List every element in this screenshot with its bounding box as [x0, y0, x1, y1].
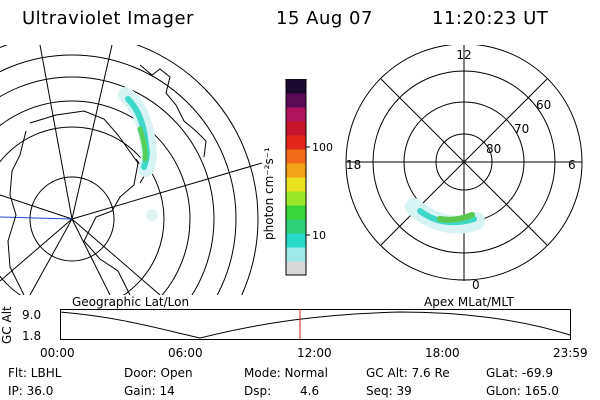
- colorbar-frame: [285, 79, 307, 276]
- polar-mlat-mlt-panel: 12 0 18 6 60 70 80: [345, 45, 583, 292]
- colorbar-tick-label: 100: [312, 141, 333, 154]
- geographic-map-panel: [0, 45, 262, 295]
- colorbar-segment: [286, 219, 306, 234]
- filter-info: Flt: LBHL: [8, 366, 62, 380]
- geographic-panel-label: Geographic Lat/Lon: [72, 295, 190, 309]
- colorbar-segment: [286, 135, 306, 150]
- colorbar-segment: [286, 107, 306, 122]
- glon-info: GLon: 165.0: [486, 384, 559, 398]
- colorbar-segment: [286, 149, 306, 164]
- time-tick-1200: 12:00: [297, 346, 332, 360]
- seq-info: Seq: 39: [366, 384, 412, 398]
- colorbar-tick-label: 10: [312, 229, 326, 242]
- time-label: 11:20:23 UT: [432, 8, 549, 29]
- colorbar-segment: [286, 233, 306, 248]
- lat-label-60: 60: [536, 98, 551, 112]
- colorbar-segment: [286, 247, 306, 262]
- date-label: 15 Aug 07: [276, 8, 373, 29]
- mlt-label-12: 12: [456, 48, 471, 62]
- altitude-tick-high: 9.0: [22, 308, 42, 322]
- colorbar-segment: [286, 121, 306, 136]
- gc-alt-info: GC Alt: 7.6 Re: [366, 366, 450, 380]
- glat-info: GLat: -69.9: [486, 366, 553, 380]
- altitude-tick-low: 1.8: [22, 329, 42, 343]
- altitude-plot: [60, 309, 571, 340]
- colorbar-segment: [286, 163, 306, 178]
- mode-info: Mode: Normal: [244, 366, 328, 380]
- time-tick-2359: 23:59: [553, 346, 588, 360]
- ip-info: IP: 36.0: [8, 384, 54, 398]
- mlt-label-0: 0: [472, 278, 480, 292]
- instrument-title: Ultraviolet Imager: [22, 8, 194, 29]
- colorbar-segment: [286, 205, 306, 220]
- mlt-label-6: 6: [568, 158, 576, 172]
- colorbar-segment: [286, 93, 306, 108]
- lat-label-70: 70: [514, 122, 529, 136]
- aurora-emission-geo: [118, 87, 158, 221]
- aurora-emission-polar: [405, 198, 485, 234]
- dsp-value: 4.6: [300, 384, 320, 398]
- colorbar: 100 10: [285, 79, 333, 276]
- time-tick-1800: 18:00: [425, 346, 460, 360]
- mlt-label-18: 18: [346, 158, 361, 172]
- colorbar-segment: [286, 177, 306, 192]
- lat-label-80: 80: [486, 142, 501, 156]
- polar-panel-label: Apex MLat/MLT: [424, 295, 514, 309]
- colorbar-unit-label: photon cm⁻²s⁻¹: [262, 147, 276, 240]
- time-tick-0600: 06:00: [168, 346, 203, 360]
- altitude-axis-label: GC Alt: [0, 306, 14, 344]
- gain-info: Gain: 14: [124, 384, 175, 398]
- colorbar-segment: [286, 261, 306, 276]
- dsp-label: Dsp:: [244, 384, 272, 398]
- door-info: Door: Open: [124, 366, 193, 380]
- time-tick-0000: 00:00: [40, 346, 75, 360]
- colorbar-segment: [286, 191, 306, 206]
- colorbar-segment: [286, 79, 306, 94]
